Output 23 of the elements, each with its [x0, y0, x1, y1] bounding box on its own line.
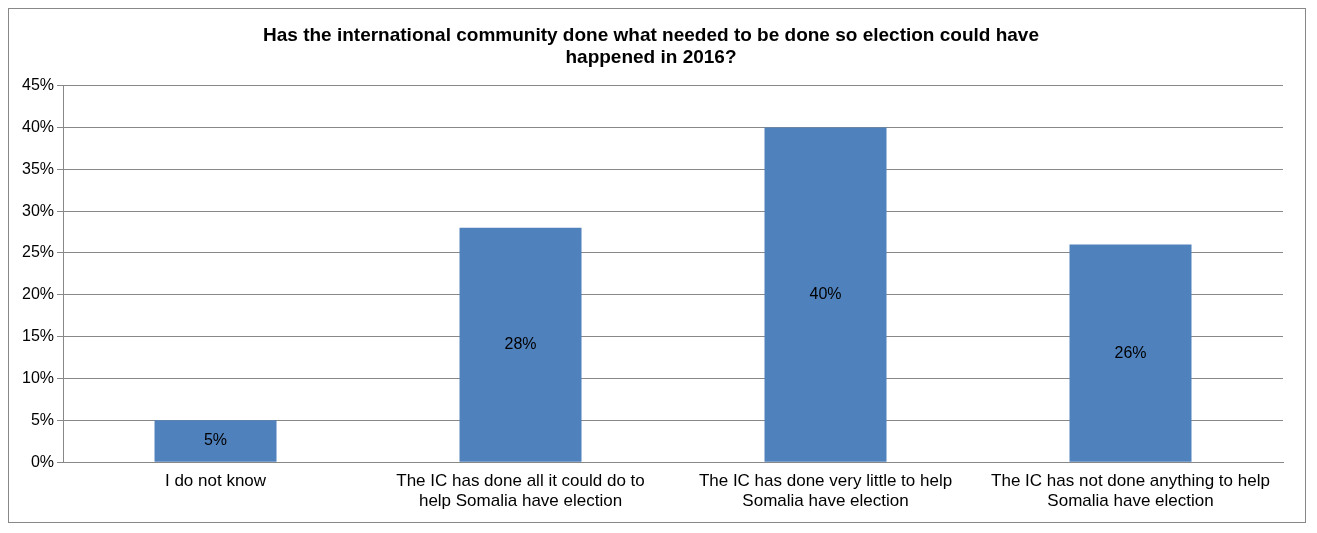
y-tick-label: 10% — [21, 368, 55, 386]
x-tick-label: The IC has done very little to help Somalia have election — [698, 471, 953, 511]
y-tick-label: 25% — [21, 243, 55, 261]
bar — [459, 227, 582, 462]
chart-title: Has the international community done what needed to be done so election could have happened in 2016? — [263, 23, 1039, 68]
x-tick-label: The IC has not done anything to help Somalia have election — [991, 471, 1270, 511]
y-tick-label: 45% — [21, 76, 55, 94]
x-tick-label: I do not know — [164, 471, 267, 491]
data-label: 26% — [1114, 343, 1147, 361]
y-tick-label: 15% — [21, 327, 55, 345]
data-label: 40% — [809, 284, 842, 302]
y-tick-label: 0% — [30, 452, 55, 470]
bar — [154, 420, 277, 462]
bar — [764, 127, 887, 462]
y-tick-label: 30% — [21, 201, 55, 219]
y-tick-label: 35% — [21, 159, 55, 177]
y-tick-label: 20% — [21, 285, 55, 303]
bar — [1069, 244, 1192, 462]
data-label: 28% — [504, 335, 537, 353]
y-tick-label: 5% — [30, 410, 55, 428]
data-label: 5% — [203, 431, 228, 449]
x-tick-label: The IC has done all it could do to help Somalia have election — [396, 471, 645, 511]
y-tick-label: 40% — [21, 117, 55, 135]
